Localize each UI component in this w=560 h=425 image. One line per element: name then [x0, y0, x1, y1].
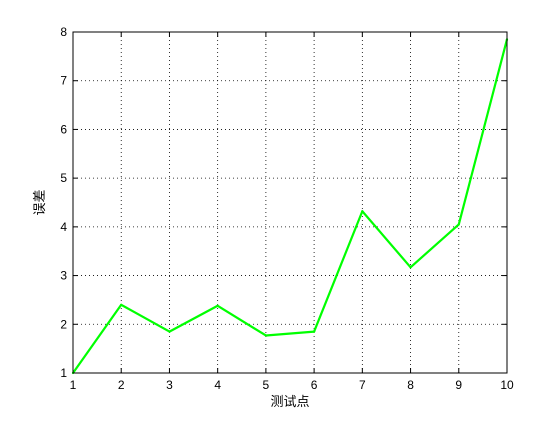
plot-frame: [72, 31, 508, 374]
data-point: [361, 210, 364, 213]
y-tick-label: 7: [60, 74, 67, 88]
x-tick-label: 1: [70, 378, 77, 392]
data-point: [264, 334, 267, 337]
data-point: [409, 266, 412, 269]
x-tick-label: 10: [500, 378, 514, 392]
x-tick-label: 7: [359, 378, 366, 392]
data-point: [168, 330, 171, 333]
y-tick-label: 8: [60, 25, 67, 39]
data-point: [457, 223, 460, 226]
x-tick-label: 2: [118, 378, 125, 392]
data-point: [313, 330, 316, 333]
x-tick-label: 5: [263, 378, 270, 392]
series-layer: [71, 38, 509, 375]
x-tick-label: 6: [311, 378, 318, 392]
x-tick-label: 4: [214, 378, 221, 392]
data-point: [120, 303, 123, 306]
series-line: [72, 39, 509, 374]
x-tick-label: 3: [166, 378, 173, 392]
y-tick-label: 5: [60, 171, 67, 185]
y-tick-label: 6: [60, 122, 67, 136]
x-tick-label: 8: [407, 378, 414, 392]
y-axis-label: 误差: [33, 189, 48, 215]
data-point: [216, 304, 219, 307]
y-tick-label: 4: [60, 220, 67, 234]
ticks: 1 2 3 4 5 6 7 8 9 10 1 2 3 4 5 6 7 8: [60, 25, 514, 392]
x-tick-label: 9: [455, 378, 462, 392]
y-tick-label: 1: [60, 366, 67, 380]
grid: [73, 32, 507, 373]
y-tick-label: 2: [60, 317, 67, 331]
y-tick-label: 3: [60, 269, 67, 283]
x-axis-label: 测试点: [270, 395, 309, 410]
